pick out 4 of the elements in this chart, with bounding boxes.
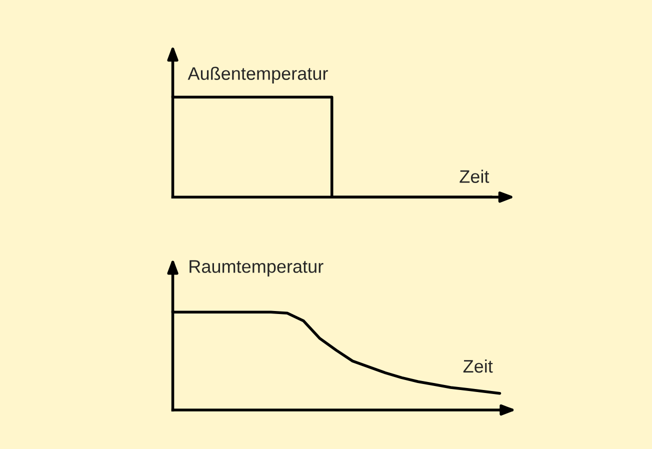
y-axis-title: Außentemperatur [188,66,328,84]
x-axis-title: Zeit [460,170,490,183]
y-axis-title: Raumtemperatur [190,260,324,276]
x-axis-title: Zeit [463,359,493,373]
